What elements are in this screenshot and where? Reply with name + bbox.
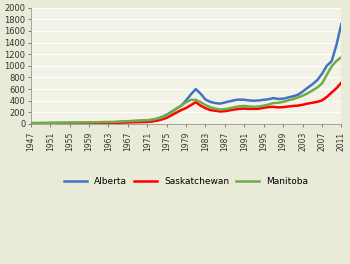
Alberta	[339, 22, 343, 26]
Manitoba	[160, 116, 164, 119]
Line: Alberta: Alberta	[31, 24, 341, 123]
Saskatchewan	[339, 81, 343, 84]
Saskatchewan	[102, 121, 106, 125]
Manitoba	[330, 65, 334, 68]
Manitoba	[189, 98, 193, 101]
Saskatchewan	[295, 104, 300, 107]
Alberta	[160, 115, 164, 119]
Saskatchewan	[160, 118, 164, 121]
Alberta	[102, 121, 106, 124]
Line: Saskatchewan: Saskatchewan	[31, 83, 341, 124]
Saskatchewan	[189, 103, 193, 107]
Manitoba	[102, 120, 106, 124]
Saskatchewan	[29, 122, 33, 125]
Alberta	[330, 60, 334, 63]
Manitoba	[29, 121, 33, 125]
Alberta	[295, 93, 300, 96]
Alberta	[189, 93, 193, 96]
Saskatchewan	[121, 121, 125, 124]
Saskatchewan	[330, 91, 334, 94]
Manitoba	[295, 96, 300, 99]
Legend: Alberta, Saskatchewan, Manitoba: Alberta, Saskatchewan, Manitoba	[64, 177, 308, 186]
Manitoba	[339, 56, 343, 59]
Line: Manitoba: Manitoba	[31, 57, 341, 123]
Manitoba	[121, 120, 125, 123]
Alberta	[29, 122, 33, 125]
Alberta	[121, 120, 125, 123]
